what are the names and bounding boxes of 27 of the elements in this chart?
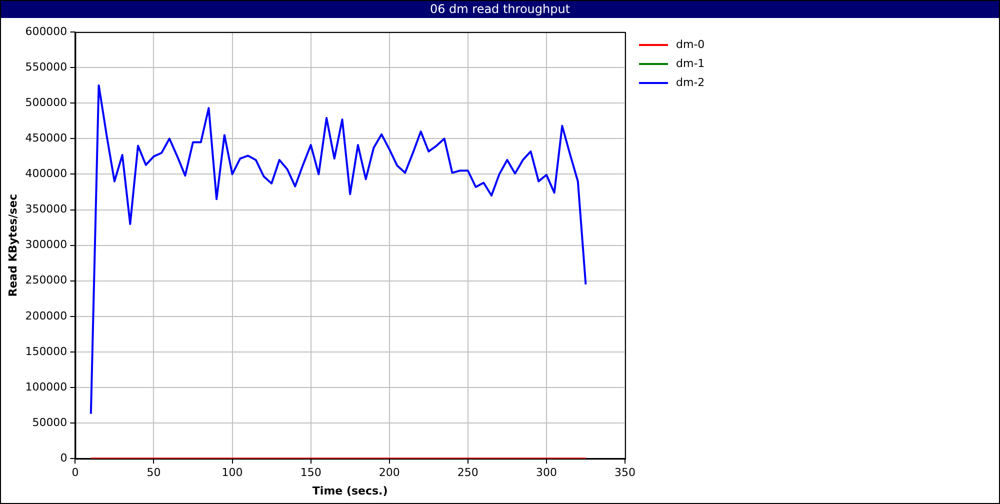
y-tick-label: 350000: [25, 202, 68, 216]
x-tick-label: 50: [146, 466, 161, 480]
legend-label: dm-1: [676, 57, 705, 70]
legend-label: dm-2: [676, 76, 705, 89]
x-axis-title: Time (secs.): [312, 484, 388, 498]
x-tick-label: 150: [300, 466, 322, 480]
y-tick-label: 250000: [25, 274, 68, 287]
x-tick-label: 350: [614, 466, 636, 480]
x-tick-label: 100: [222, 466, 243, 480]
x-tick-label: 300: [536, 466, 557, 480]
y-tick-label: 50000: [32, 416, 68, 429]
x-tick-label: 200: [378, 466, 400, 480]
y-tick-label: 450000: [25, 132, 68, 145]
y-tick-label: 300000: [25, 238, 68, 252]
y-axis-title: Read KBytes/sec: [6, 194, 20, 297]
y-tick-label: 550000: [25, 60, 68, 74]
x-tick-label: 250: [457, 466, 478, 480]
y-tick-label: 600000: [25, 24, 68, 38]
y-tick-label: 0: [60, 451, 68, 464]
x-tick-label: 0: [72, 466, 79, 480]
y-tick-label: 200000: [25, 309, 68, 322]
y-tick-label: 500000: [25, 96, 68, 109]
y-tick-label: 150000: [25, 344, 68, 358]
y-tick-label: 100000: [25, 380, 68, 394]
y-tick-label: 400000: [25, 167, 68, 180]
legend-label: dm-0: [676, 38, 705, 51]
chart-title: 06 dm read throughput: [1, 1, 999, 18]
